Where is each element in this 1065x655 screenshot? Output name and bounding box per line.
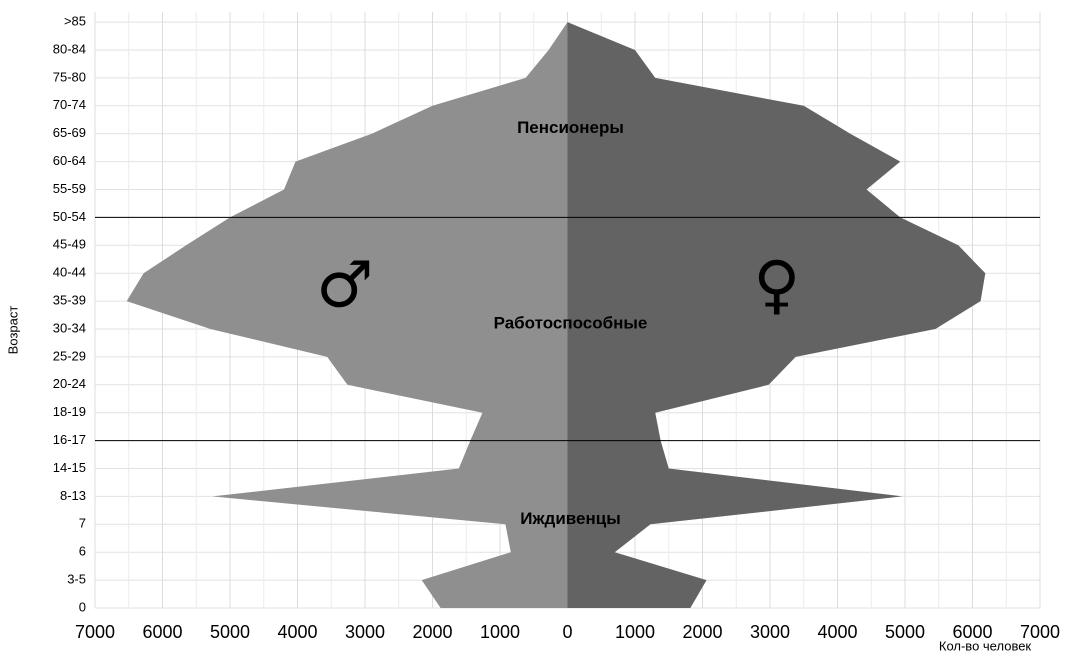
x-tick-label: 3000	[750, 622, 790, 642]
x-tick-label: 7000	[1020, 622, 1060, 642]
y-tick-label: 3-5	[67, 572, 86, 587]
x-tick-label: 5000	[885, 622, 925, 642]
population-area	[567, 22, 986, 609]
x-tick-label: 2000	[682, 622, 722, 642]
x-tick-label: 4000	[817, 622, 857, 642]
x-tick-label: 1000	[480, 622, 520, 642]
y-tick-label: 7	[79, 516, 86, 531]
x-tick-label: 1000	[615, 622, 655, 642]
y-tick-label: 75-80	[53, 69, 86, 84]
y-tick-label: 50-54	[53, 209, 86, 224]
population-area	[126, 22, 568, 609]
y-tick-label: 35-39	[53, 293, 86, 308]
x-tick-label: 5000	[210, 622, 250, 642]
annotation: Иждивенцы	[520, 509, 620, 528]
y-tick-label: 14-15	[53, 460, 86, 475]
y-tick-label: 25-29	[53, 348, 86, 363]
x-tick-label: 0	[562, 622, 572, 642]
marks	[126, 22, 986, 609]
x-tick-label: 7000	[75, 622, 115, 642]
y-tick-label: 60-64	[53, 153, 86, 168]
x-axis-label: Кол-во человек	[939, 638, 1032, 653]
x-tick-label: 4000	[277, 622, 317, 642]
y-tick-label: 18-19	[53, 404, 86, 419]
y-tick-label: 8-13	[60, 488, 86, 503]
x-tick-label: 6000	[142, 622, 182, 642]
y-tick-label: 45-49	[53, 237, 86, 252]
y-tick-label: 16-17	[53, 432, 86, 447]
y-tick-label: 80-84	[53, 41, 86, 56]
y-tick-label: 30-34	[53, 320, 86, 335]
gender-symbol: ♀	[753, 249, 800, 323]
y-tick-label: 40-44	[53, 265, 86, 280]
y-tick-label: 6	[79, 544, 86, 559]
y-tick-label: 70-74	[53, 97, 86, 112]
gender-symbol: ♂	[316, 249, 373, 323]
annotation: Пенсионеры	[517, 118, 624, 137]
y-tick-label: 0	[79, 599, 86, 614]
y-tick-label: 55-59	[53, 181, 86, 196]
x-tick-label: 2000	[412, 622, 452, 642]
x-tick-label: 6000	[952, 622, 992, 642]
annotation: Работоспособные	[494, 313, 648, 332]
y-tick-label: 65-69	[53, 125, 86, 140]
y-tick-label: >85	[64, 14, 86, 29]
x-tick-label: 3000	[345, 622, 385, 642]
y-tick-label: 20-24	[53, 376, 86, 391]
y-axis-label: Возраст	[5, 306, 20, 355]
